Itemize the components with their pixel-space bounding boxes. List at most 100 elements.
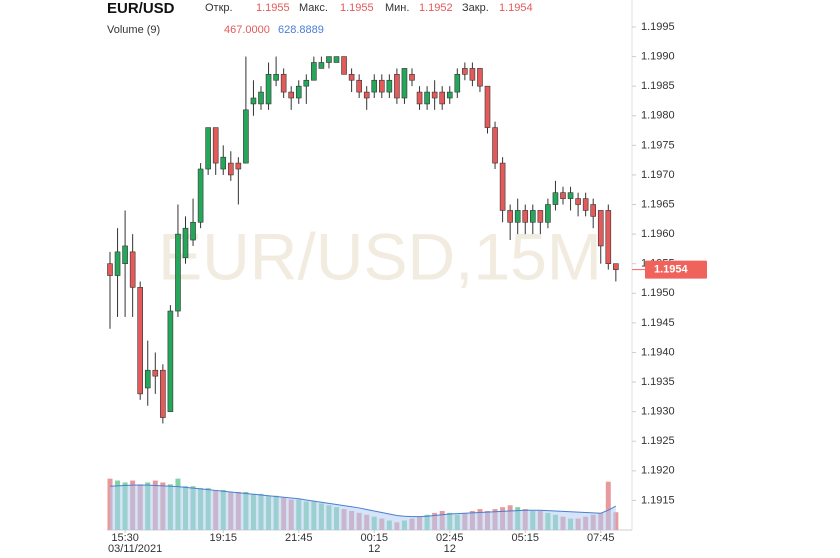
candle-body (477, 68, 483, 87)
candle-body (235, 162, 242, 170)
candle-body (220, 156, 227, 170)
candle-body (333, 56, 340, 63)
candle-body (280, 74, 287, 93)
candle-body (431, 91, 438, 99)
candle-body (129, 251, 136, 288)
watermark: EUR/USD,15M (158, 219, 602, 293)
y-tick-label: 1.1920 (641, 465, 675, 477)
y-tick-label: 1.1980 (641, 110, 675, 122)
candle-body (326, 56, 332, 63)
x-sub-label: 03/11/2021 (108, 543, 162, 555)
candle-body (295, 85, 302, 99)
candle-body (182, 227, 189, 259)
close-label: Закр. (462, 2, 489, 14)
candle-body (582, 198, 589, 211)
candle-body (401, 68, 408, 99)
y-tick-label: 1.1930 (641, 406, 675, 418)
y-tick-label: 1.1950 (641, 287, 675, 299)
candle-body (356, 79, 362, 93)
x-sub-label: 12 (368, 543, 380, 555)
candle-body (258, 91, 264, 105)
x-tick-label: 02:45 (436, 532, 464, 544)
y-tick-label: 1.1960 (641, 228, 675, 240)
candle-body (424, 91, 430, 105)
candle-body (454, 74, 461, 93)
y-tick-label: 1.1965 (641, 198, 675, 210)
last-price-label: 1.1954 (654, 264, 689, 276)
x-tick-label: 07:45 (587, 532, 615, 544)
y-tick-label: 1.1925 (641, 435, 675, 447)
candle-body (409, 74, 415, 81)
candle-body (590, 204, 597, 217)
y-tick-label: 1.1945 (641, 317, 675, 329)
candle-body (378, 79, 385, 93)
candle-body (114, 251, 121, 276)
candle-body (537, 210, 544, 223)
candle-body (152, 369, 159, 377)
volume-ma-area (110, 485, 616, 530)
y-tick-label: 1.1985 (641, 80, 675, 92)
candle-body (371, 79, 378, 93)
candle-body (160, 369, 166, 418)
candle-body (499, 162, 506, 211)
candle-body (250, 97, 257, 105)
candle-body (175, 233, 181, 312)
candle-body (575, 198, 581, 205)
y-tick-label: 1.1995 (641, 21, 675, 33)
high-value: 1.1955 (340, 2, 374, 14)
candle-body (394, 74, 400, 99)
candle-body (137, 287, 143, 395)
candle-body (514, 210, 521, 223)
y-tick-label: 1.1970 (641, 169, 675, 181)
x-tick-label: 05:15 (511, 532, 539, 544)
candle-body (462, 68, 468, 75)
candle-body (205, 127, 211, 170)
candle-body (492, 127, 498, 164)
candle-body (144, 369, 151, 389)
open-label: Откр. (205, 2, 233, 14)
candle-body (273, 74, 279, 81)
candle-body (288, 91, 295, 99)
volume-value: 467.0000 (224, 24, 270, 36)
candle-body (386, 79, 393, 93)
candle-body (303, 79, 310, 87)
y-tick-label: 1.1940 (641, 346, 675, 358)
candle-body (507, 210, 513, 223)
volume-ma-line (109, 484, 617, 518)
y-tick-label: 1.1935 (641, 376, 675, 388)
candle-body (167, 310, 174, 412)
y-tick-label: 1.1990 (641, 50, 675, 62)
low-label: Мин. (385, 2, 409, 14)
candle-body (469, 68, 476, 81)
x-tick-label: 19:15 (209, 532, 237, 544)
x-tick-label: 00:15 (360, 532, 388, 544)
candle-body (560, 192, 566, 199)
candle-body (522, 210, 529, 223)
x-tick-label: 15:30 (111, 532, 139, 544)
candle-body (341, 56, 347, 75)
candle-body (348, 74, 355, 81)
candle-body (529, 210, 536, 223)
candle-body (416, 91, 423, 105)
candle-body (107, 263, 113, 276)
candle-body (567, 192, 574, 199)
candle-body (265, 74, 272, 105)
candle-body (228, 162, 234, 176)
open-value: 1.1955 (256, 2, 290, 14)
candle-body (363, 91, 370, 99)
symbol: EUR/USD (107, 0, 175, 17)
x-tick-label: 21:45 (285, 532, 313, 544)
last-price-box (645, 260, 707, 279)
x-sub-label: 12 (444, 543, 456, 555)
candle-body (439, 91, 446, 105)
volume-ma-value: 628.8889 (278, 24, 324, 36)
candle-body (197, 168, 204, 223)
low-value: 1.1952 (419, 2, 453, 14)
candle-body (613, 263, 619, 270)
candle-body (318, 62, 325, 69)
candle-body (190, 221, 196, 241)
candle-body (446, 91, 453, 99)
candle-body (597, 210, 604, 247)
close-value: 1.1954 (499, 2, 533, 14)
